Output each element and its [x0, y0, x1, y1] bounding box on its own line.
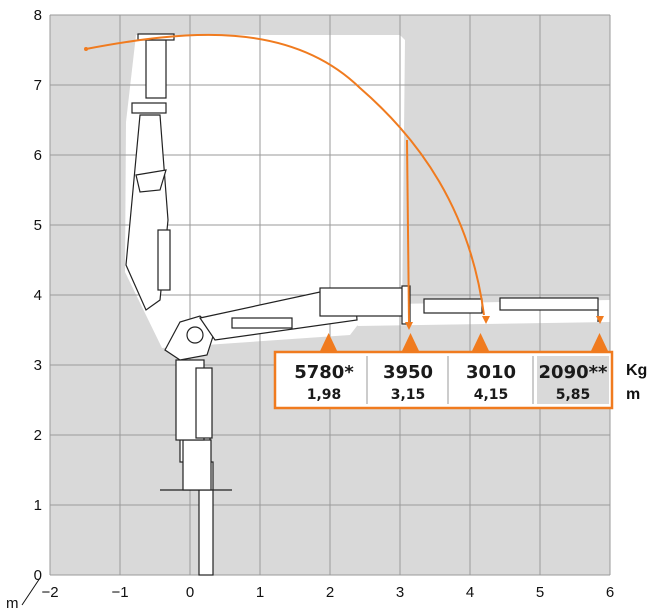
axis-corner-slash	[21, 577, 41, 606]
y-tick-label: 0	[34, 567, 42, 584]
load-marker	[471, 333, 490, 352]
load-m-value: 5,85	[556, 387, 591, 403]
load-marker	[590, 333, 609, 352]
load-markers	[319, 316, 609, 352]
m-unit-label: m	[626, 386, 640, 403]
kg-unit-label: Kg	[626, 362, 647, 379]
x-tick-label: 1	[256, 584, 264, 601]
load-kg-value: 3010	[466, 362, 516, 383]
y-tick-label: 6	[34, 147, 42, 164]
x-tick-label: 5	[536, 584, 544, 601]
load-m-value: 1,98	[307, 387, 342, 403]
x-tick-label: 2	[326, 584, 334, 601]
working-envelope	[125, 35, 405, 348]
load-m-value: 3,15	[391, 387, 426, 403]
load-m-value: 4,15	[474, 387, 509, 403]
load-kg-value: 5780*	[294, 362, 354, 383]
crane-illustration	[125, 33, 599, 576]
load-table: 5780* 1,98 3950 3,15 3010 4,15 2090** 5,…	[273, 350, 614, 410]
hook-point-marker	[482, 316, 490, 324]
y-tick-label: 2	[34, 427, 42, 444]
x-tick-label: 6	[606, 584, 614, 601]
x-tick-label: 3	[396, 584, 404, 601]
reach-curve	[85, 33, 485, 323]
y-tick-label: 1	[34, 497, 42, 514]
load-marker	[401, 333, 420, 352]
x-axis-unit: m	[6, 595, 19, 612]
x-tick-label: 0	[186, 584, 194, 601]
y-tick-label: 5	[34, 217, 42, 234]
x-tick-label: −2	[41, 584, 58, 601]
y-axis-ticks: 0 1 2 3 4 5 6 7 8	[34, 7, 42, 584]
curve-start-marker	[84, 47, 88, 51]
hook-point-marker	[596, 316, 604, 324]
x-tick-label: 4	[466, 584, 474, 601]
load-kg-value: 3950	[383, 362, 433, 383]
load-marker	[319, 333, 338, 352]
load-table-highlight	[537, 356, 609, 404]
y-tick-label: 7	[34, 77, 42, 94]
hook-point-marker	[405, 322, 413, 330]
y-tick-label: 4	[34, 287, 42, 304]
x-axis-ticks: −2 −1 0 1 2 3 4 5 6	[41, 584, 614, 601]
y-tick-label: 8	[34, 7, 42, 24]
y-tick-label: 3	[34, 357, 42, 374]
load-kg-value: 2090**	[539, 362, 609, 383]
x-tick-label: −1	[111, 584, 128, 601]
